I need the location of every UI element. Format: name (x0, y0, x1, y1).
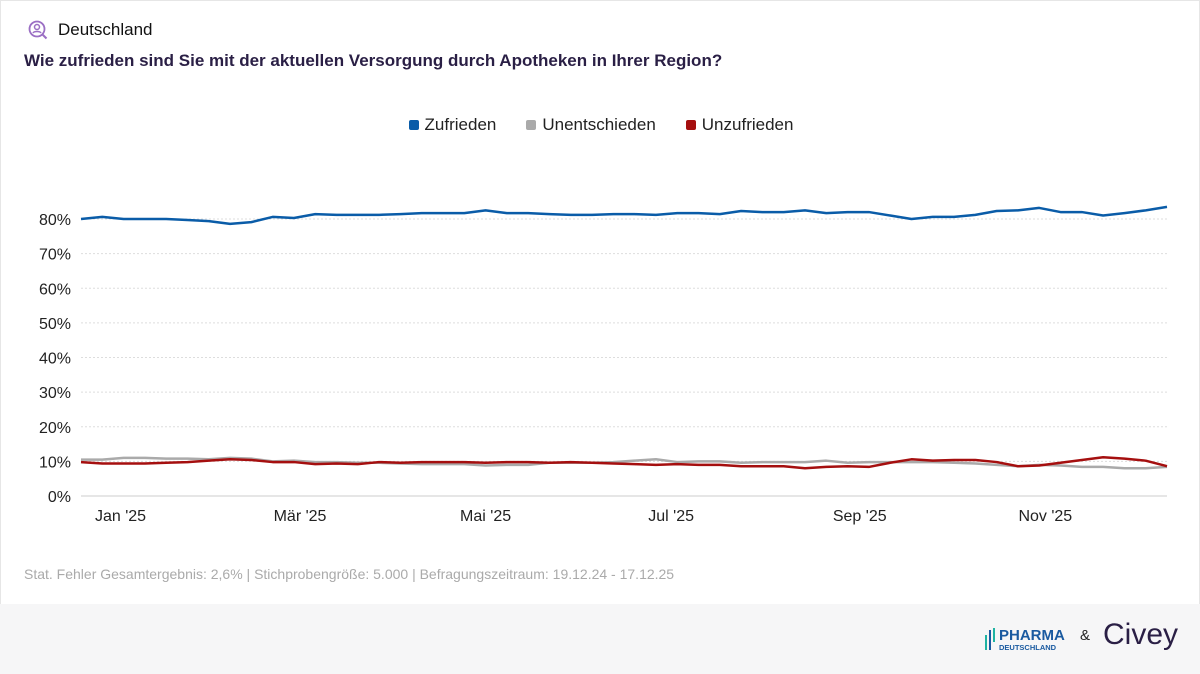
legend-item-unentschieden[interactable]: Unentschieden (526, 115, 656, 135)
legend-swatch (408, 120, 419, 130)
legend-swatch (685, 120, 696, 130)
legend-label: Zufrieden (424, 115, 497, 134)
series-line-unzufrieden (80, 455, 1168, 470)
chart-card: Deutschland Wie zufrieden sind Sie mit d… (0, 0, 1200, 605)
y-tick-label: 30% (39, 385, 71, 402)
line-chart: 0% 10% 20% 30% 40% 50% 60% 70% 80% Jan '25 Mär '25… (39, 205, 1168, 525)
x-tick-label: Jul '25 (648, 508, 694, 525)
x-tick-label: Sep '25 (833, 508, 887, 525)
civey-logo: Civey (1103, 618, 1179, 651)
pharma-deutschland-logo: PHARMA DEUTSCHLAND (985, 627, 1065, 652)
ampersand: & (1080, 627, 1091, 644)
x-tick-label: Jan '25 (95, 508, 146, 525)
y-tick-label: 80% (39, 212, 71, 229)
y-tick-label: 0% (48, 489, 71, 506)
survey-note: Stat. Fehler Gesamtergebnis: 2,6% | Stic… (24, 566, 675, 582)
footer: PHARMA DEUTSCHLAND & Civey (0, 604, 1200, 674)
x-tick-label: Mai '25 (460, 508, 511, 525)
chart-title: Wie zufrieden sind Sie mit der aktuellen… (24, 51, 723, 70)
legend: Zufrieden Unentschieden Unzufrieden (1, 115, 1200, 135)
legend-item-unzufrieden[interactable]: Unzufrieden (685, 115, 794, 135)
region-label: Deutschland (58, 20, 153, 39)
y-tick-label: 70% (39, 247, 71, 264)
y-tick-label: 10% (39, 454, 71, 471)
x-tick-label: Nov '25 (1018, 508, 1072, 525)
y-tick-label: 50% (39, 316, 71, 333)
svg-text:DEUTSCHLAND: DEUTSCHLAND (999, 643, 1057, 652)
legend-swatch (526, 120, 537, 130)
y-tick-label: 20% (39, 420, 71, 437)
legend-label: Unzufrieden (701, 115, 794, 134)
series-line-zufrieden (80, 205, 1168, 226)
y-tick-label: 40% (39, 351, 71, 368)
legend-item-zufrieden[interactable]: Zufrieden (408, 115, 497, 135)
svg-text:PHARMA: PHARMA (999, 627, 1065, 644)
legend-label: Unentschieden (542, 115, 656, 134)
user-search-icon (28, 20, 48, 40)
y-tick-label: 60% (39, 281, 71, 298)
x-tick-label: Mär '25 (274, 508, 327, 525)
